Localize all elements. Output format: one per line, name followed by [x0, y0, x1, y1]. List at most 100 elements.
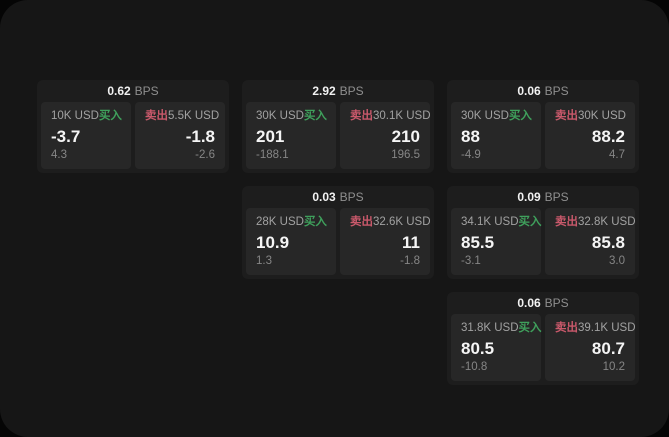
card-body: 10K USD 买入 -3.7 4.3 卖出 5.5K USD -1.8 -2.… — [37, 102, 229, 173]
quote-card: 0.62 BPS 10K USD 买入 -3.7 4.3 卖出 — [37, 80, 229, 173]
buy-size: 31.8K USD — [461, 322, 519, 334]
sell-size: 39.1K USD — [578, 322, 636, 334]
buy-label[interactable]: 买入 — [508, 110, 532, 122]
bps-header: 0.06 BPS — [447, 80, 639, 102]
sell-panel[interactable]: 卖出 30K USD 88.2 4.7 — [545, 102, 635, 169]
bps-value: 2.92 — [312, 84, 336, 98]
sell-price: 88.2 — [591, 127, 625, 146]
card-body: 34.1K USD 买入 85.5 -3.1 卖出 32.8K USD 85.8… — [447, 208, 639, 279]
buy-sub-value: -10.8 — [461, 361, 488, 373]
buy-label[interactable]: 买入 — [303, 110, 327, 122]
bps-value: 0.03 — [312, 190, 336, 204]
sell-sub-value: -1.8 — [400, 255, 420, 267]
buy-panel[interactable]: 30K USD 买入 88 -4.9 — [451, 102, 541, 169]
sell-panel-header: 卖出 32.6K USD — [350, 216, 431, 229]
buy-label[interactable]: 买入 — [518, 216, 542, 228]
sell-sub-value: -2.6 — [195, 149, 215, 161]
card-body: 28K USD 买入 10.9 1.3 卖出 32.6K USD 11 -1.8 — [242, 208, 434, 279]
buy-label[interactable]: 买入 — [518, 322, 542, 334]
buy-panel-header: 10K USD 买入 — [51, 110, 122, 123]
buy-panel-header: 30K USD 买入 — [461, 110, 532, 123]
buy-sub-value: 1.3 — [256, 255, 272, 267]
bps-header: 0.09 BPS — [447, 186, 639, 208]
sell-panel[interactable]: 卖出 32.8K USD 85.8 3.0 — [545, 208, 636, 275]
bps-header: 0.06 BPS — [447, 292, 639, 314]
buy-size: 28K USD — [256, 216, 304, 228]
sell-label[interactable]: 卖出 — [350, 216, 373, 228]
sell-size: 30.1K USD — [373, 110, 431, 122]
buy-panel-header: 28K USD 买入 — [256, 216, 327, 229]
bps-value: 0.62 — [107, 84, 131, 98]
bps-unit-label: BPS — [339, 190, 364, 204]
bps-unit-label: BPS — [134, 84, 159, 98]
sell-label[interactable]: 卖出 — [555, 110, 578, 122]
buy-panel[interactable]: 10K USD 买入 -3.7 4.3 — [41, 102, 131, 169]
sell-price: -1.8 — [185, 127, 215, 146]
sell-price: 11 — [402, 233, 420, 252]
sell-label[interactable]: 卖出 — [555, 322, 578, 334]
bps-unit-label: BPS — [544, 190, 569, 204]
quote-card: 0.06 BPS 30K USD 买入 88 -4.9 卖出 — [447, 80, 639, 173]
buy-panel[interactable]: 34.1K USD 买入 85.5 -3.1 — [451, 208, 542, 275]
sell-panel-header: 卖出 39.1K USD — [555, 322, 636, 335]
buy-price: 201 — [256, 127, 285, 146]
buy-size: 34.1K USD — [461, 216, 519, 228]
quote-card: 2.92 BPS 30K USD 买入 201 -188.1 卖出 — [242, 80, 434, 173]
buy-panel-header: 31.8K USD 买入 — [461, 322, 542, 335]
sell-size: 30K USD — [578, 110, 626, 122]
bps-unit-label: BPS — [544, 296, 569, 310]
sell-panel-header: 卖出 30K USD — [555, 110, 626, 123]
buy-price: 85.5 — [461, 233, 495, 252]
quote-card: 0.09 BPS 34.1K USD 买入 85.5 -3.1 卖出 — [447, 186, 639, 279]
sell-sub-value: 10.2 — [602, 361, 625, 373]
bps-value: 0.06 — [517, 296, 541, 310]
quote-card: 0.06 BPS 31.8K USD 买入 80.5 -10.8 卖 — [447, 292, 639, 385]
bps-value: 0.06 — [517, 84, 541, 98]
sell-panel[interactable]: 卖出 5.5K USD -1.8 -2.6 — [135, 102, 225, 169]
sell-panel[interactable]: 卖出 39.1K USD 80.7 10.2 — [545, 314, 636, 381]
card-body: 30K USD 买入 201 -188.1 卖出 30.1K USD 210 1… — [242, 102, 434, 173]
sell-price: 85.8 — [591, 233, 625, 252]
sell-panel-header: 卖出 32.8K USD — [555, 216, 636, 229]
bps-unit-label: BPS — [339, 84, 364, 98]
card-body: 31.8K USD 买入 80.5 -10.8 卖出 39.1K USD 80.… — [447, 314, 639, 385]
buy-sub-value: -3.1 — [461, 255, 481, 267]
sell-panel-header: 卖出 5.5K USD — [145, 110, 219, 123]
buy-size: 30K USD — [256, 110, 304, 122]
sell-label[interactable]: 卖出 — [145, 110, 168, 122]
sell-price: 80.7 — [591, 339, 625, 358]
quote-card: 0.03 BPS 28K USD 买入 10.9 1.3 卖出 — [242, 186, 434, 279]
bps-header: 0.62 BPS — [37, 80, 229, 102]
sell-panel-header: 卖出 30.1K USD — [350, 110, 431, 123]
buy-panel-header: 30K USD 买入 — [256, 110, 327, 123]
sell-sub-value: 3.0 — [609, 255, 625, 267]
bps-unit-label: BPS — [544, 84, 569, 98]
buy-size: 30K USD — [461, 110, 509, 122]
sell-sub-value: 4.7 — [609, 149, 625, 161]
buy-panel[interactable]: 30K USD 买入 201 -188.1 — [246, 102, 336, 169]
bps-header: 0.03 BPS — [242, 186, 434, 208]
buy-price: -3.7 — [51, 127, 81, 146]
buy-sub-value: 4.3 — [51, 149, 67, 161]
buy-label[interactable]: 买入 — [303, 216, 327, 228]
bps-header: 2.92 BPS — [242, 80, 434, 102]
quote-card-grid: 0.62 BPS 10K USD 买入 -3.7 4.3 卖出 — [37, 80, 639, 385]
buy-label[interactable]: 买入 — [98, 110, 122, 122]
sell-size: 32.8K USD — [578, 216, 636, 228]
sell-size: 5.5K USD — [168, 110, 220, 122]
buy-panel[interactable]: 28K USD 买入 10.9 1.3 — [246, 208, 336, 275]
buy-price: 88 — [461, 127, 480, 146]
sell-label[interactable]: 卖出 — [350, 110, 373, 122]
sell-panel[interactable]: 卖出 30.1K USD 210 196.5 — [340, 102, 431, 169]
buy-panel[interactable]: 31.8K USD 买入 80.5 -10.8 — [451, 314, 542, 381]
bps-value: 0.09 — [517, 190, 541, 204]
sell-price: 210 — [391, 127, 420, 146]
sell-label[interactable]: 卖出 — [555, 216, 578, 228]
buy-sub-value: -4.9 — [461, 149, 481, 161]
buy-size: 10K USD — [51, 110, 99, 122]
buy-panel-header: 34.1K USD 买入 — [461, 216, 542, 229]
sell-panel[interactable]: 卖出 32.6K USD 11 -1.8 — [340, 208, 431, 275]
buy-sub-value: -188.1 — [256, 149, 289, 161]
